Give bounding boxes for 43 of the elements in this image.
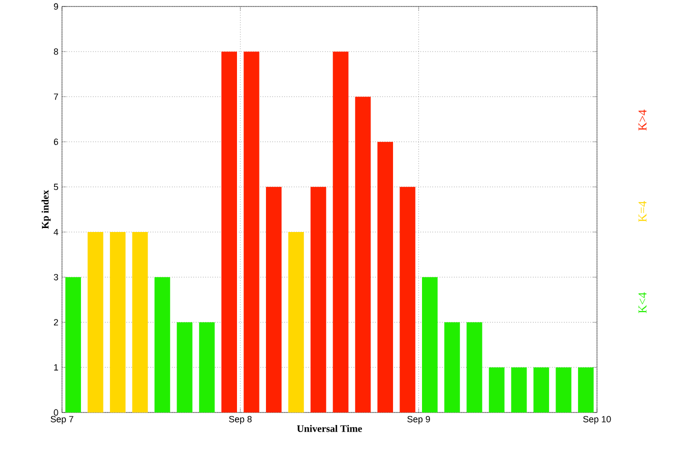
y-tick-label: 2 <box>54 318 58 326</box>
y-tick-label: 0 <box>54 409 58 416</box>
bar <box>355 96 371 412</box>
bar <box>488 367 504 412</box>
y-tick-label: 5 <box>54 184 58 190</box>
x-tick-label: Sep 9 <box>407 416 430 424</box>
text: K>4 <box>638 109 646 130</box>
x-tick-label: Sep 7 <box>50 416 74 424</box>
bar <box>422 276 438 412</box>
bar <box>310 186 326 412</box>
bar <box>332 51 348 412</box>
x-axis-title: Universal Time <box>297 424 362 432</box>
text: K<4 <box>638 292 646 313</box>
y-tick-label: 3 <box>54 274 58 280</box>
y-tick-label: 7 <box>54 93 58 100</box>
text: K=4 <box>638 200 646 222</box>
bar <box>176 322 192 412</box>
bar <box>221 51 237 412</box>
bar <box>556 367 572 412</box>
bar <box>154 276 170 412</box>
bar <box>400 186 416 412</box>
bar <box>288 232 304 412</box>
x-tick-label: Sep 10 <box>583 416 611 424</box>
y-tick-label: 1 <box>54 364 58 370</box>
bar <box>65 276 81 412</box>
y-tick-label: 6 <box>54 138 58 145</box>
bar <box>266 186 282 412</box>
y-axis-title: Kp index <box>42 190 51 229</box>
bar <box>444 322 460 412</box>
bar <box>377 142 394 412</box>
bar <box>132 232 148 412</box>
bar <box>88 232 104 412</box>
bar <box>578 367 594 412</box>
bar <box>110 232 126 412</box>
y-tick-label: 4 <box>54 228 58 235</box>
bar <box>511 367 527 412</box>
bar <box>466 322 482 412</box>
y-tick-label: 9 <box>54 3 58 10</box>
bar <box>244 51 260 412</box>
x-tick-label: Sep 8 <box>229 416 252 424</box>
bar <box>533 367 550 412</box>
bar <box>199 322 215 412</box>
y-tick-label: 8 <box>54 48 58 55</box>
